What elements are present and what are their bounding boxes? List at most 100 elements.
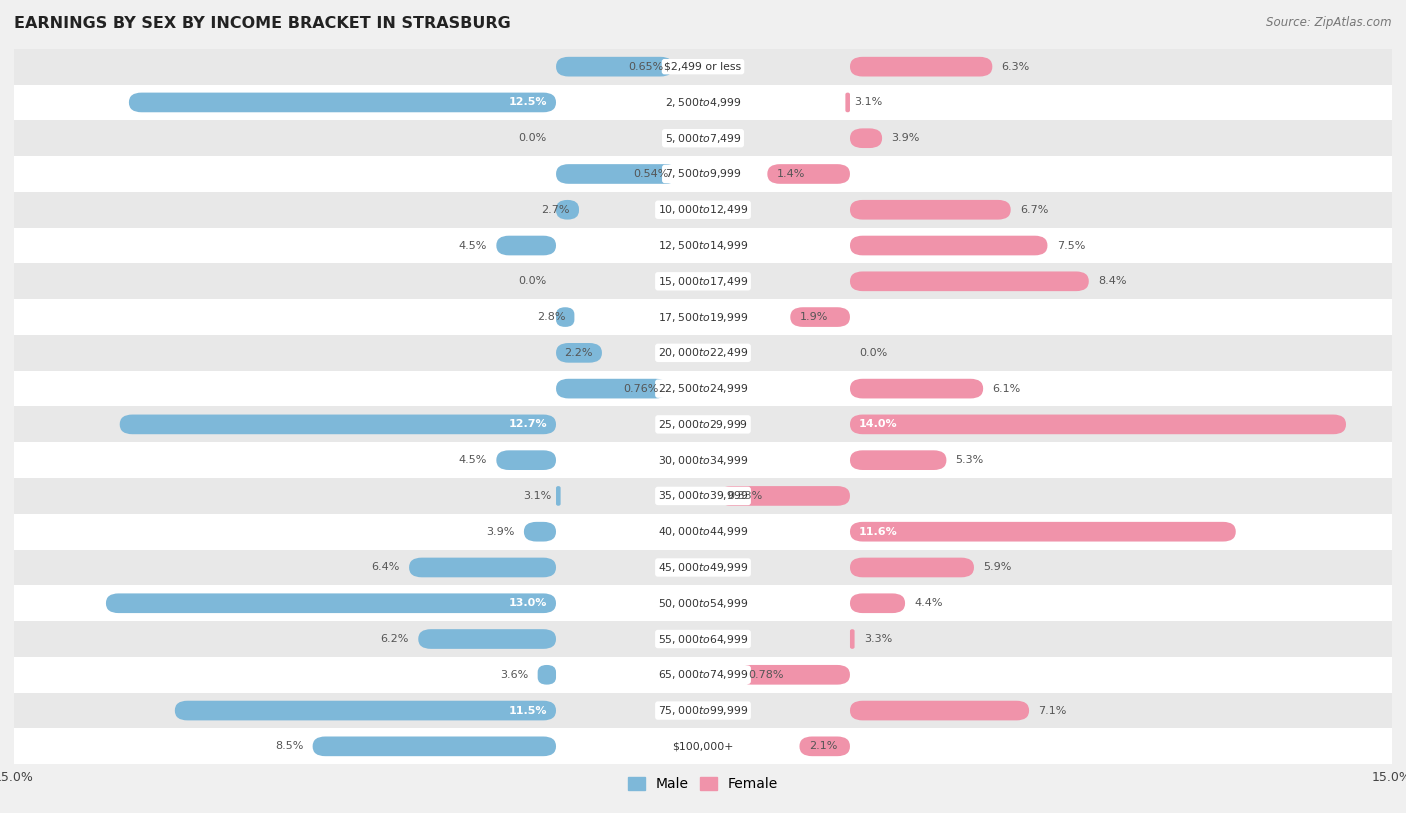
Text: 3.1%: 3.1%: [523, 491, 551, 501]
Text: 8.5%: 8.5%: [276, 741, 304, 751]
FancyBboxPatch shape: [851, 272, 1088, 291]
FancyBboxPatch shape: [555, 307, 575, 327]
Text: 0.65%: 0.65%: [628, 62, 664, 72]
FancyBboxPatch shape: [851, 701, 1029, 720]
Text: $5,000 to $7,499: $5,000 to $7,499: [665, 132, 741, 145]
Text: 2.1%: 2.1%: [808, 741, 837, 751]
FancyBboxPatch shape: [851, 522, 1236, 541]
Text: 4.5%: 4.5%: [458, 241, 486, 250]
FancyBboxPatch shape: [524, 522, 555, 541]
FancyBboxPatch shape: [537, 665, 555, 685]
Text: $20,000 to $22,499: $20,000 to $22,499: [658, 346, 748, 359]
FancyBboxPatch shape: [105, 593, 555, 613]
Text: $50,000 to $54,999: $50,000 to $54,999: [658, 597, 748, 610]
Text: 5.9%: 5.9%: [983, 563, 1011, 572]
FancyBboxPatch shape: [409, 558, 555, 577]
Bar: [14, 728, 1392, 764]
Text: 6.2%: 6.2%: [381, 634, 409, 644]
FancyBboxPatch shape: [555, 164, 678, 184]
Text: 6.1%: 6.1%: [993, 384, 1021, 393]
Text: $2,500 to $4,999: $2,500 to $4,999: [665, 96, 741, 109]
FancyBboxPatch shape: [496, 236, 555, 255]
Text: 12.5%: 12.5%: [509, 98, 547, 107]
Text: 14.0%: 14.0%: [859, 420, 898, 429]
Text: 3.9%: 3.9%: [486, 527, 515, 537]
FancyBboxPatch shape: [851, 200, 1011, 220]
FancyBboxPatch shape: [418, 629, 555, 649]
FancyBboxPatch shape: [312, 737, 555, 756]
Text: 0.33%: 0.33%: [727, 491, 762, 501]
FancyBboxPatch shape: [120, 415, 555, 434]
Text: 3.9%: 3.9%: [891, 133, 920, 143]
Text: 0.0%: 0.0%: [859, 348, 887, 358]
FancyBboxPatch shape: [174, 701, 555, 720]
Bar: [14, 585, 1392, 621]
Text: 11.5%: 11.5%: [509, 706, 547, 715]
FancyBboxPatch shape: [851, 629, 855, 649]
Bar: [14, 514, 1392, 550]
Text: 8.4%: 8.4%: [1098, 276, 1126, 286]
Text: $15,000 to $17,499: $15,000 to $17,499: [658, 275, 748, 288]
Bar: [14, 550, 1392, 585]
Bar: [14, 192, 1392, 228]
Text: 4.4%: 4.4%: [914, 598, 943, 608]
Text: 2.7%: 2.7%: [541, 205, 569, 215]
Bar: [14, 335, 1392, 371]
Text: 2.2%: 2.2%: [564, 348, 593, 358]
Text: 0.78%: 0.78%: [748, 670, 783, 680]
Text: 5.3%: 5.3%: [956, 455, 984, 465]
FancyBboxPatch shape: [851, 236, 1047, 255]
Bar: [14, 693, 1392, 728]
Text: $40,000 to $44,999: $40,000 to $44,999: [658, 525, 748, 538]
Text: $55,000 to $64,999: $55,000 to $64,999: [658, 633, 748, 646]
FancyBboxPatch shape: [851, 128, 882, 148]
FancyBboxPatch shape: [851, 450, 946, 470]
Text: 0.54%: 0.54%: [634, 169, 669, 179]
Bar: [14, 299, 1392, 335]
FancyBboxPatch shape: [738, 665, 851, 685]
FancyBboxPatch shape: [851, 379, 983, 398]
FancyBboxPatch shape: [851, 558, 974, 577]
Text: 0.0%: 0.0%: [519, 276, 547, 286]
Bar: [14, 478, 1392, 514]
FancyBboxPatch shape: [496, 450, 555, 470]
Text: 3.3%: 3.3%: [863, 634, 891, 644]
Text: 7.1%: 7.1%: [1038, 706, 1067, 715]
FancyBboxPatch shape: [555, 343, 602, 363]
Text: $7,500 to $9,999: $7,500 to $9,999: [665, 167, 741, 180]
Text: $25,000 to $29,999: $25,000 to $29,999: [658, 418, 748, 431]
Text: EARNINGS BY SEX BY INCOME BRACKET IN STRASBURG: EARNINGS BY SEX BY INCOME BRACKET IN STR…: [14, 16, 510, 31]
Text: $75,000 to $99,999: $75,000 to $99,999: [658, 704, 748, 717]
FancyBboxPatch shape: [555, 379, 668, 398]
Text: $17,500 to $19,999: $17,500 to $19,999: [658, 311, 748, 324]
Bar: [14, 406, 1392, 442]
Text: 0.0%: 0.0%: [519, 133, 547, 143]
Text: $35,000 to $39,999: $35,000 to $39,999: [658, 489, 748, 502]
Bar: [14, 228, 1392, 263]
FancyBboxPatch shape: [555, 486, 561, 506]
Text: 3.6%: 3.6%: [501, 670, 529, 680]
Bar: [14, 120, 1392, 156]
Text: $65,000 to $74,999: $65,000 to $74,999: [658, 668, 748, 681]
Text: $12,500 to $14,999: $12,500 to $14,999: [658, 239, 748, 252]
Bar: [14, 442, 1392, 478]
Text: Source: ZipAtlas.com: Source: ZipAtlas.com: [1267, 16, 1392, 29]
Bar: [14, 657, 1392, 693]
FancyBboxPatch shape: [790, 307, 851, 327]
Text: 13.0%: 13.0%: [509, 598, 547, 608]
Text: 4.5%: 4.5%: [458, 455, 486, 465]
FancyBboxPatch shape: [768, 164, 851, 184]
FancyBboxPatch shape: [800, 737, 851, 756]
Text: $22,500 to $24,999: $22,500 to $24,999: [658, 382, 748, 395]
Text: 12.7%: 12.7%: [508, 420, 547, 429]
Legend: Male, Female: Male, Female: [623, 772, 783, 797]
Text: $45,000 to $49,999: $45,000 to $49,999: [658, 561, 748, 574]
FancyBboxPatch shape: [851, 593, 905, 613]
Text: 3.1%: 3.1%: [855, 98, 883, 107]
Text: $2,499 or less: $2,499 or less: [665, 62, 741, 72]
Text: $10,000 to $12,499: $10,000 to $12,499: [658, 203, 748, 216]
Text: 6.3%: 6.3%: [1001, 62, 1029, 72]
Text: 6.4%: 6.4%: [371, 563, 399, 572]
FancyBboxPatch shape: [555, 200, 579, 220]
FancyBboxPatch shape: [851, 57, 993, 76]
